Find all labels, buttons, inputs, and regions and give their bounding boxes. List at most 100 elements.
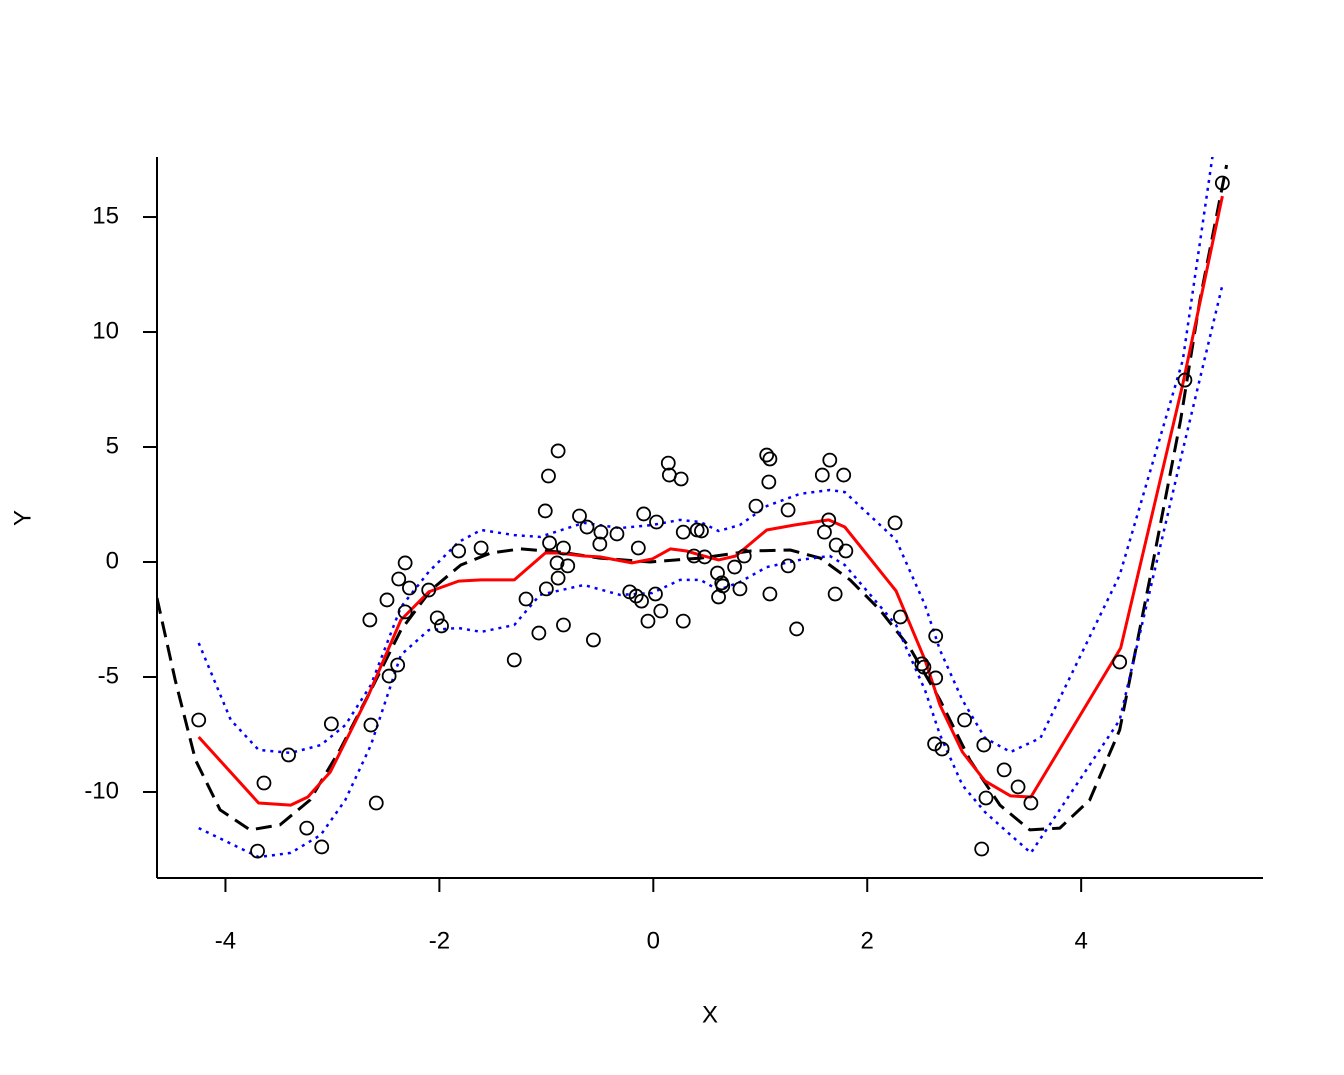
data-point (556, 617, 571, 633)
data-point (549, 555, 565, 571)
x-axis-label: X (702, 1001, 718, 1028)
data-point (421, 582, 437, 598)
data-point (686, 548, 702, 564)
data-point (579, 519, 595, 535)
data-point (916, 659, 932, 675)
data-point (191, 712, 207, 728)
data-point (299, 820, 315, 836)
data-point (675, 524, 691, 540)
data-point (660, 455, 676, 471)
data-point (381, 668, 397, 684)
data-point (542, 535, 557, 551)
data-point (887, 515, 903, 531)
data-point (323, 716, 339, 732)
data-point (397, 555, 413, 571)
data-point (928, 628, 944, 644)
data-point (531, 625, 547, 641)
data-point (368, 795, 384, 811)
data-point (636, 506, 652, 522)
y-tick-label: 0 (106, 547, 119, 574)
y-axis-label: Y (9, 510, 36, 526)
data-point (974, 841, 990, 857)
data-point (560, 558, 576, 574)
data-point (978, 790, 994, 806)
data-point (715, 578, 731, 594)
solid-line (197, 195, 1224, 807)
data-point (694, 523, 709, 539)
data-point (1010, 779, 1026, 795)
data-point (609, 526, 625, 542)
data-point (934, 741, 950, 757)
data-point (697, 549, 713, 565)
data-point (976, 737, 992, 753)
data-point (640, 613, 656, 629)
data-point (429, 610, 445, 626)
data-point (634, 593, 649, 609)
y-tick-label: -5 (98, 662, 119, 689)
data-point (538, 581, 554, 597)
data-point (780, 502, 796, 518)
data-point (541, 468, 556, 484)
data-point (653, 603, 669, 619)
data-point (592, 536, 608, 552)
data-point (789, 621, 805, 637)
y-tick-label: 15 (92, 202, 119, 229)
data-point (586, 632, 601, 648)
data-point (780, 558, 796, 574)
data-point (550, 443, 566, 459)
data-point (630, 540, 646, 556)
data-point (892, 609, 908, 625)
data-point (1023, 795, 1039, 811)
y-tick-label: 10 (92, 317, 119, 344)
data-point (250, 843, 265, 859)
data-point (736, 548, 752, 564)
data-point (1177, 372, 1193, 388)
data-point (996, 762, 1012, 778)
data-point (518, 591, 534, 607)
data-point (362, 612, 378, 628)
data-point (732, 581, 748, 597)
x-tick-label: 4 (1074, 927, 1087, 954)
data-point (821, 512, 837, 528)
x-tick-label: -2 (429, 927, 450, 954)
data-point (281, 747, 296, 763)
data-point (914, 656, 930, 672)
data-point (572, 508, 587, 524)
data-point (628, 588, 644, 604)
data-point (814, 467, 830, 483)
data-point (762, 451, 778, 467)
data-point (434, 618, 449, 634)
data-point (759, 447, 775, 463)
y-tick-label: 5 (106, 432, 119, 459)
data-point (928, 670, 944, 686)
data-point (363, 717, 379, 733)
data-point (1214, 175, 1230, 191)
data-point (822, 452, 838, 468)
data-point (675, 613, 691, 629)
plot-area (157, 157, 1229, 859)
data-point (828, 537, 844, 553)
data-point (593, 524, 609, 540)
data-point (550, 570, 566, 586)
data-point (817, 524, 832, 540)
data-point (314, 839, 330, 855)
dashed-line (157, 164, 1229, 832)
data-point (762, 586, 778, 602)
data-point (402, 580, 417, 596)
data-point (648, 586, 663, 602)
data-point (836, 467, 852, 483)
data-point (1112, 654, 1128, 670)
y-tick-label: -10 (84, 777, 119, 804)
data-point (506, 652, 522, 668)
data-point (391, 571, 407, 587)
x-tick-label: -4 (215, 927, 236, 954)
data-point (727, 559, 743, 575)
data-point (748, 498, 764, 514)
data-point (390, 657, 406, 673)
data-point (379, 592, 395, 608)
data-point (673, 471, 689, 487)
data-point (761, 474, 777, 490)
data-point (827, 586, 843, 602)
data-point (537, 503, 553, 519)
